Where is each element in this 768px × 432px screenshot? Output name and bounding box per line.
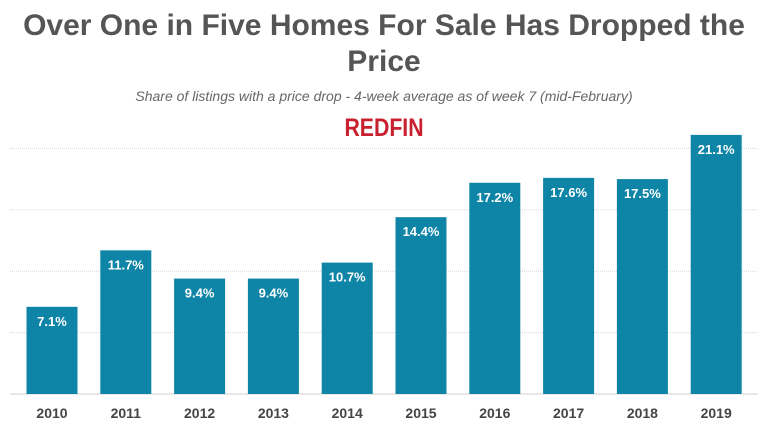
- x-tick-label-2017: 2017: [553, 405, 584, 421]
- redfin-logo: REDFIN: [344, 114, 424, 142]
- x-tick-label-2014: 2014: [332, 405, 363, 421]
- data-label-2017: 17.6%: [550, 185, 587, 200]
- chart-title: Over One in Five Homes For Sale Has Drop…: [23, 9, 745, 78]
- x-tick-label-2011: 2011: [111, 405, 142, 421]
- data-label-2019: 21.1%: [698, 142, 735, 157]
- data-label-2018: 17.5%: [624, 186, 661, 201]
- bar-2012: [174, 278, 226, 394]
- x-tick-label-2016: 2016: [479, 405, 510, 421]
- x-tick-label-2012: 2012: [184, 405, 215, 421]
- chart-subtitle: Share of listings with a price drop - 4-…: [135, 88, 633, 104]
- x-tick-label-2018: 2018: [627, 405, 658, 421]
- bar-2010: [26, 306, 78, 394]
- bar-2017: [543, 177, 595, 394]
- data-label-2013: 9.4%: [259, 286, 289, 301]
- data-label-2010: 7.1%: [37, 314, 67, 329]
- data-label-2012: 9.4%: [185, 286, 215, 301]
- x-tick-label-2019: 2019: [701, 405, 732, 421]
- bar-2011: [100, 250, 152, 394]
- data-label-2011: 11.7%: [108, 257, 145, 272]
- bar-2018: [616, 179, 668, 394]
- data-label-2015: 14.4%: [403, 224, 440, 239]
- bar-2019: [690, 134, 742, 394]
- bar-2015: [395, 217, 447, 394]
- x-tick-label-2013: 2013: [258, 405, 289, 421]
- data-label-2014: 10.7%: [329, 270, 366, 285]
- x-tick-label-2010: 2010: [36, 405, 67, 421]
- x-tick-label-2015: 2015: [405, 405, 436, 421]
- bar-2016: [469, 182, 521, 394]
- data-label-2016: 17.2%: [476, 190, 513, 205]
- bar-2014: [321, 262, 373, 394]
- bar-2013: [247, 278, 299, 394]
